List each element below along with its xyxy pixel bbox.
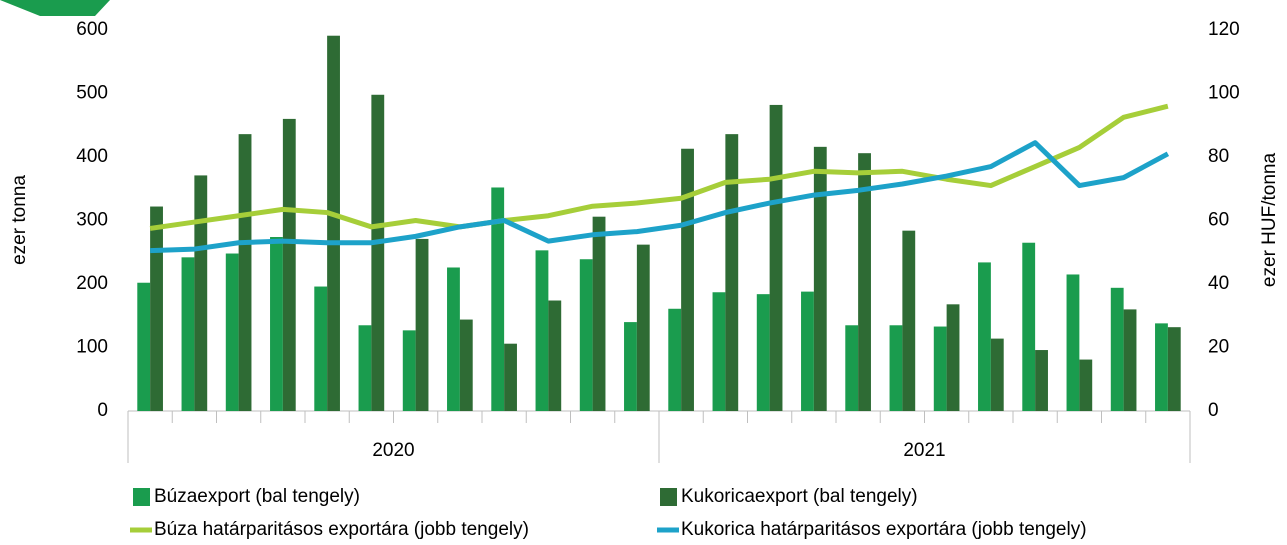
bar [1155,323,1168,411]
bar [1022,242,1036,411]
legend-marker [660,488,677,506]
bar [681,148,694,411]
legend-marker [133,488,150,506]
y-tick-label: 600 [76,19,108,40]
legend-label: Kukoricaexport (bal tengely) [681,486,918,507]
bar [801,291,814,411]
bar [1079,359,1093,411]
bar [459,319,473,411]
bar [1035,350,1048,411]
y2-tick-label: 60 [1208,210,1229,231]
bar [1110,287,1124,411]
line [150,140,1170,254]
bar [181,257,195,411]
legend-label: Búzaexport (bal tengely) [154,486,360,507]
bar [636,244,650,411]
y-tick-label: 400 [76,146,108,167]
bar [933,326,947,411]
bar [270,237,283,411]
y-tick-label: 200 [76,273,108,294]
legend-label: Kukorica határparitásos exportára (jobb … [681,519,1087,540]
decoration [0,0,110,16]
y2-tick-label: 100 [1208,83,1240,104]
bar [902,230,916,411]
y-tick-label: 500 [76,83,108,104]
group-label: 2021 [903,440,945,461]
bar [1066,274,1080,411]
bar [150,206,163,411]
bar [1123,309,1137,411]
y-axis-label: ezer tonna [9,175,30,265]
bar [592,216,606,411]
bar [327,35,340,412]
group-label: 2020 [372,440,414,461]
y-tick-label: 0 [97,400,108,421]
bar [282,118,296,412]
bar [990,338,1004,411]
y-tick-label: 100 [76,337,108,358]
bar [756,294,770,411]
y2-tick-label: 20 [1208,337,1229,358]
y2-tick-label: 40 [1208,273,1229,294]
legend-label: Búza határparitásos exportára (jobb teng… [154,519,529,540]
bar [889,325,903,411]
bar [504,343,517,411]
bar [712,292,726,411]
bar [194,175,208,411]
bar [415,238,429,411]
bar [371,94,385,412]
y2-tick-label: 120 [1208,19,1240,40]
bar [946,304,960,411]
bar [978,262,991,411]
bar [225,253,239,411]
bar [314,286,328,411]
y-tick-label: 300 [76,210,108,231]
line [149,103,1169,231]
bar [238,134,252,411]
bar [858,153,871,411]
bar [548,300,562,411]
bar [579,259,593,411]
bar [535,250,549,411]
bar [491,187,505,411]
bar [402,330,416,411]
bar [137,282,151,411]
bar [624,322,637,411]
y2-tick-label: 0 [1208,400,1219,421]
bar [769,104,783,412]
y2-tick-label: 80 [1208,146,1229,167]
bar [1167,327,1181,411]
bar [447,267,460,411]
bar [725,134,739,411]
bar [845,325,859,411]
bar [668,308,682,411]
y2-axis-label: ezer HUF/tonna [1259,153,1280,288]
bar [358,325,372,411]
bar [813,146,827,411]
